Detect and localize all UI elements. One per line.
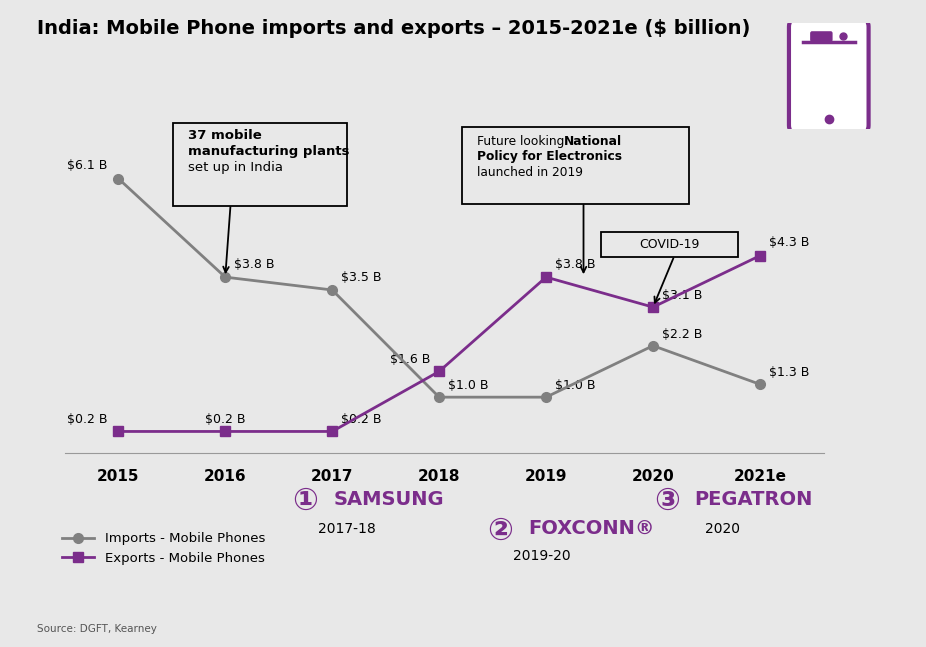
FancyBboxPatch shape bbox=[789, 18, 869, 134]
FancyBboxPatch shape bbox=[173, 123, 347, 206]
Text: ①: ① bbox=[293, 487, 319, 516]
Text: COVID-19: COVID-19 bbox=[639, 238, 699, 251]
Text: $3.8 B: $3.8 B bbox=[555, 258, 595, 270]
Text: $4.3 B: $4.3 B bbox=[769, 236, 809, 249]
Text: 37 mobile: 37 mobile bbox=[188, 129, 261, 142]
Text: 2019-20: 2019-20 bbox=[513, 549, 570, 564]
Text: $1.0 B: $1.0 B bbox=[555, 379, 595, 392]
Text: set up in India: set up in India bbox=[188, 160, 282, 173]
Text: 2020: 2020 bbox=[705, 521, 740, 536]
Text: ②: ② bbox=[487, 518, 513, 546]
Text: India: Mobile Phone imports and exports – 2015-2021e ($ billion): India: Mobile Phone imports and exports … bbox=[37, 19, 750, 38]
Text: 2017-18: 2017-18 bbox=[319, 521, 376, 536]
FancyBboxPatch shape bbox=[461, 127, 689, 204]
Text: $3.5 B: $3.5 B bbox=[341, 270, 382, 283]
Text: Policy for Electronics: Policy for Electronics bbox=[477, 150, 621, 163]
Text: manufacturing plants: manufacturing plants bbox=[188, 145, 349, 158]
Text: FOXCONN®: FOXCONN® bbox=[528, 519, 655, 538]
Text: $0.2 B: $0.2 B bbox=[205, 413, 245, 426]
Text: $1.0 B: $1.0 B bbox=[447, 379, 488, 392]
Text: Future looking: Future looking bbox=[477, 135, 568, 148]
Text: $0.2 B: $0.2 B bbox=[67, 413, 107, 426]
Text: $3.8 B: $3.8 B bbox=[233, 258, 274, 270]
Text: $2.2 B: $2.2 B bbox=[661, 327, 702, 340]
Legend: Imports - Mobile Phones, Exports - Mobile Phones: Imports - Mobile Phones, Exports - Mobil… bbox=[56, 527, 270, 570]
Text: SAMSUNG: SAMSUNG bbox=[333, 490, 444, 509]
Text: $1.3 B: $1.3 B bbox=[769, 366, 809, 379]
Text: National: National bbox=[564, 135, 622, 148]
Text: $6.1 B: $6.1 B bbox=[68, 159, 107, 172]
Text: PEGATRON: PEGATRON bbox=[694, 490, 813, 509]
Text: $3.1 B: $3.1 B bbox=[661, 289, 702, 302]
Text: Source: DGFT, Kearney: Source: DGFT, Kearney bbox=[37, 624, 156, 634]
Text: launched in 2019: launched in 2019 bbox=[477, 166, 582, 179]
FancyBboxPatch shape bbox=[811, 32, 832, 41]
Text: ③: ③ bbox=[654, 487, 680, 516]
Text: $0.2 B: $0.2 B bbox=[341, 413, 382, 426]
Text: $1.6 B: $1.6 B bbox=[390, 353, 431, 366]
FancyBboxPatch shape bbox=[601, 232, 737, 258]
